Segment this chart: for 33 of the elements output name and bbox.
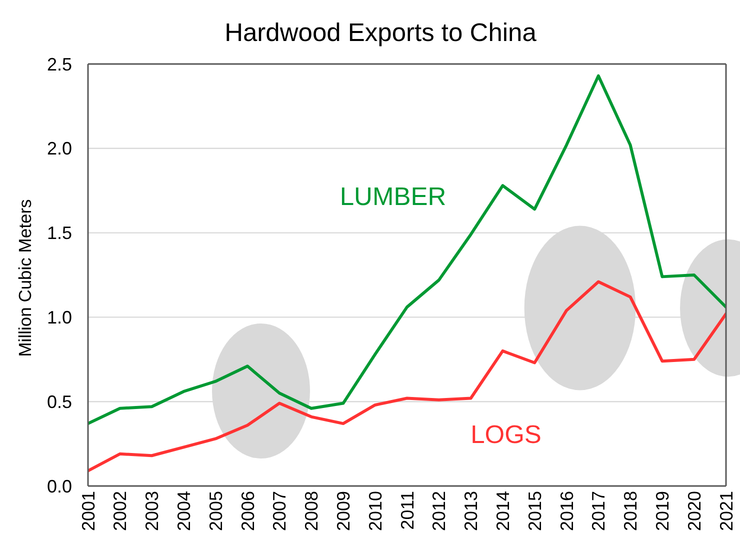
x-tick-label: 2007 <box>270 491 290 532</box>
line-series <box>88 280 726 472</box>
y-tick-label: 1.0 <box>46 308 72 328</box>
x-tick-label: 2019 <box>652 491 672 532</box>
x-tick-label: 2001 <box>78 491 98 532</box>
x-tick-label: 2016 <box>556 491 577 532</box>
y-tick-label: 0.0 <box>46 476 72 496</box>
x-tick-label: 2020 <box>684 491 704 532</box>
chart-title: Hardwood Exports to China <box>224 19 538 47</box>
x-tick-label: 2012 <box>429 491 450 532</box>
x-tick-label: 2021 <box>716 491 736 532</box>
y-tick-label: 1.5 <box>46 223 72 244</box>
x-tick-label: 2003 <box>142 491 162 532</box>
x-tick-label: 2005 <box>206 491 226 532</box>
x-tick-label: 2018 <box>620 491 641 532</box>
y-axis-title: Million Cubic Meters <box>15 198 36 357</box>
x-tick-label: 2009 <box>334 491 354 532</box>
x-tick-label: 2013 <box>461 491 482 532</box>
y-tick-label: 0.5 <box>46 392 72 412</box>
series-label: LOGS <box>470 421 542 449</box>
x-tick-label: 2014 <box>493 491 513 532</box>
x-tick-label: 2017 <box>588 491 609 532</box>
x-tick-label: 2004 <box>174 491 194 532</box>
x-tick-label: 2015 <box>524 491 545 532</box>
series-label: LUMBER <box>340 183 446 211</box>
y-tick-label: 2.5 <box>46 54 72 74</box>
y-tick-label: 2.0 <box>46 138 72 159</box>
x-tick-label: 2010 <box>365 491 386 532</box>
x-tick-label: 2008 <box>302 491 322 532</box>
x-tick-label: 2011 <box>397 491 418 530</box>
x-tick-label: 2006 <box>238 491 258 532</box>
line-series <box>88 74 726 426</box>
x-tick-label: 2002 <box>110 491 130 532</box>
